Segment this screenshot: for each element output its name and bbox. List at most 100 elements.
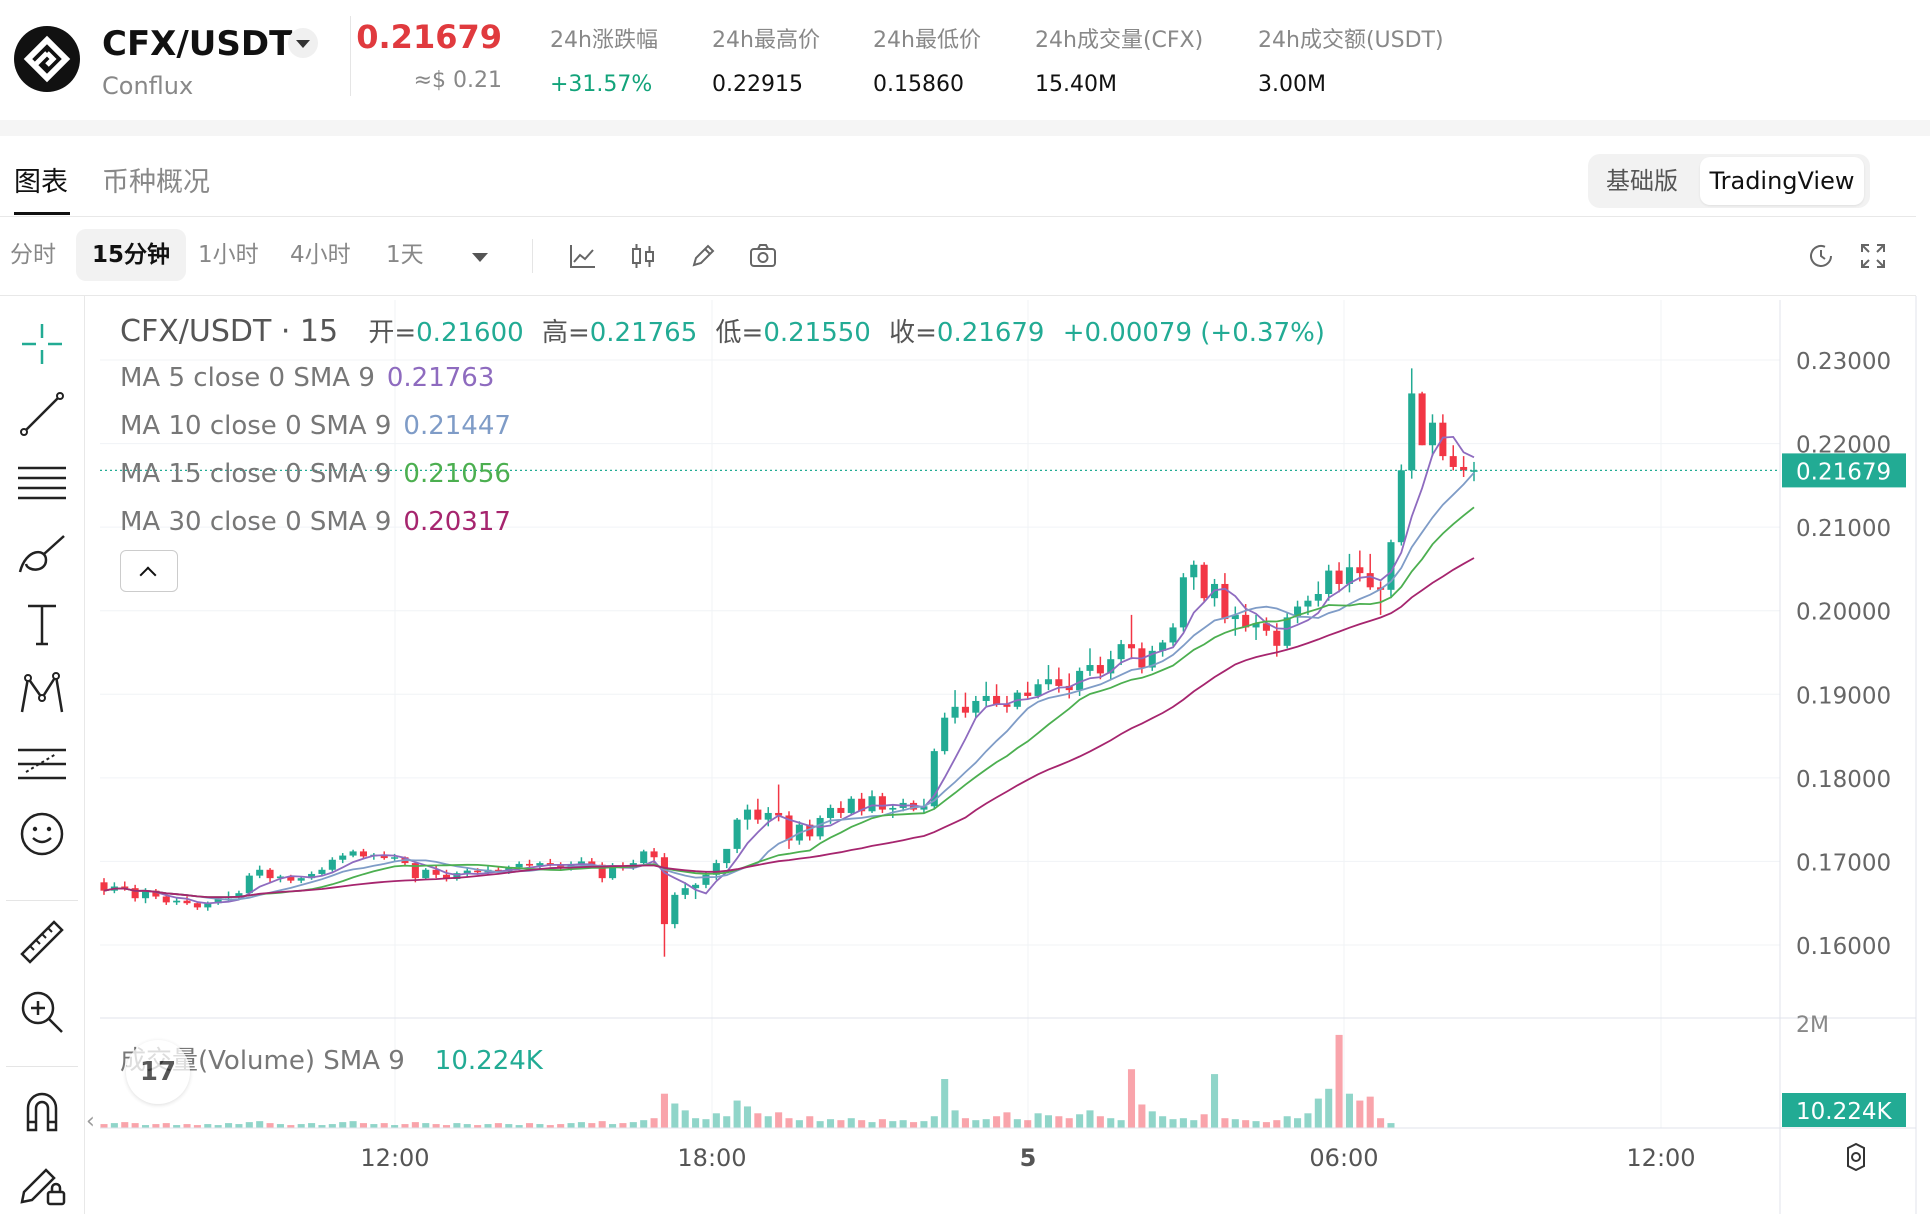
brush-icon[interactable] bbox=[16, 528, 68, 580]
trend-line-icon[interactable] bbox=[16, 388, 68, 440]
volume-bar bbox=[868, 1122, 876, 1128]
volume-bar bbox=[349, 1121, 357, 1128]
candle-body bbox=[743, 809, 752, 820]
scroll-left-chevron-icon[interactable]: ‹ bbox=[86, 1109, 95, 1134]
volume-bar bbox=[110, 1123, 118, 1128]
time-tick-label: 12:00 bbox=[1626, 1144, 1695, 1172]
stat-24h-change: 24h涨跌幅 +31.57% bbox=[550, 22, 658, 97]
volume-bar bbox=[1294, 1118, 1302, 1128]
price-tick-label: 0.16000 bbox=[1796, 934, 1891, 960]
volume-bar bbox=[1024, 1120, 1032, 1128]
volume-bar bbox=[1211, 1074, 1219, 1128]
stat-24h-turnover: 24h成交额(USDT) 3.00M bbox=[1258, 22, 1444, 97]
symbol-dropdown-chevron-icon[interactable] bbox=[288, 28, 318, 58]
volume-bar bbox=[930, 1116, 938, 1128]
volume-bar bbox=[505, 1124, 513, 1128]
coin-name: Conflux bbox=[102, 72, 194, 100]
interval-timeshare[interactable]: 分时 bbox=[10, 242, 56, 268]
volume-bar bbox=[1127, 1069, 1136, 1128]
volume-bar bbox=[993, 1116, 1001, 1128]
candle-body bbox=[1325, 570, 1333, 594]
volume-bar bbox=[785, 1118, 793, 1128]
stat-value: 0.22915 bbox=[712, 72, 803, 97]
fullscreen-icon[interactable] bbox=[1858, 241, 1888, 271]
volume-bar bbox=[515, 1125, 523, 1128]
view-tradingview-button[interactable]: TradingView bbox=[1700, 157, 1864, 205]
chart-type-line-icon[interactable] bbox=[568, 241, 598, 271]
emoji-icon[interactable] bbox=[16, 808, 68, 860]
interval-15m[interactable]: 15分钟 bbox=[76, 229, 187, 281]
volume-bar bbox=[214, 1125, 222, 1128]
time-tick-label: 5 bbox=[1020, 1144, 1037, 1172]
ma30-legend[interactable]: MA 30 close 0 SMA 9 0.20317 bbox=[120, 507, 511, 537]
horizontal-lines-icon[interactable] bbox=[16, 458, 68, 510]
more-intervals-chevron-icon[interactable] bbox=[472, 253, 488, 262]
refresh-history-icon[interactable] bbox=[1806, 241, 1836, 271]
interval-4h[interactable]: 4小时 bbox=[290, 242, 351, 268]
candle-body bbox=[1096, 665, 1104, 674]
candle-body bbox=[121, 886, 129, 889]
candle-body bbox=[961, 706, 969, 713]
volume-bar bbox=[878, 1119, 886, 1128]
volume-bar bbox=[453, 1123, 461, 1128]
ruler-icon[interactable] bbox=[16, 916, 68, 968]
zoom-in-icon[interactable] bbox=[16, 986, 68, 1038]
ma-line bbox=[103, 557, 1475, 899]
volume-bar bbox=[567, 1123, 575, 1128]
pattern-tool-icon[interactable] bbox=[16, 668, 68, 720]
ma15-legend[interactable]: MA 15 close 0 SMA 9 0.21056 bbox=[120, 459, 511, 489]
volume-bar bbox=[162, 1123, 170, 1128]
chart-type-candle-icon[interactable] bbox=[628, 241, 658, 271]
candle-body bbox=[1148, 650, 1156, 668]
camera-icon[interactable] bbox=[748, 241, 778, 271]
tradingview-logo[interactable]: 17 bbox=[126, 1040, 190, 1104]
lock-drawings-icon[interactable] bbox=[16, 1158, 68, 1210]
volume-bar bbox=[463, 1124, 471, 1128]
crosshair-icon[interactable] bbox=[16, 318, 68, 370]
candle-body bbox=[889, 807, 897, 810]
candle-body bbox=[754, 809, 762, 820]
symbol-title[interactable]: CFX/USDT bbox=[102, 24, 293, 64]
tab-coin-overview[interactable]: 币种概况 bbox=[102, 167, 210, 198]
tools-divider bbox=[6, 1066, 78, 1067]
volume-bar bbox=[1096, 1116, 1104, 1128]
volume-bar bbox=[982, 1119, 990, 1128]
candle-body bbox=[910, 802, 918, 810]
ma-line bbox=[103, 435, 1475, 905]
volume-bar bbox=[1076, 1114, 1084, 1128]
volume-bar bbox=[432, 1124, 440, 1128]
volume-bar bbox=[235, 1124, 243, 1128]
magnet-icon[interactable] bbox=[16, 1086, 68, 1138]
candle-body bbox=[1034, 684, 1042, 696]
candle-body bbox=[152, 890, 160, 897]
tab-chart[interactable]: 图表 bbox=[14, 167, 68, 198]
volume-bar bbox=[1200, 1114, 1208, 1128]
stat-value: +31.57% bbox=[550, 72, 653, 97]
volume-bar bbox=[660, 1093, 668, 1128]
stat-label: 24h成交额(USDT) bbox=[1258, 28, 1444, 53]
ma-value: 0.21763 bbox=[386, 363, 495, 393]
candle-body bbox=[1065, 685, 1073, 691]
price-tick-label: 0.18000 bbox=[1796, 767, 1891, 793]
ma5-legend[interactable]: MA 5 close 0 SMA 9 0.21763 bbox=[120, 363, 494, 393]
volume-bar bbox=[308, 1123, 316, 1128]
volume-bar bbox=[1179, 1118, 1187, 1128]
volume-bar bbox=[442, 1125, 451, 1128]
view-basic-button[interactable]: 基础版 bbox=[1606, 167, 1678, 195]
price-tick-label: 0.23000 bbox=[1796, 349, 1891, 375]
candle-body bbox=[650, 851, 658, 858]
pencil-icon[interactable] bbox=[688, 241, 718, 271]
candle-body bbox=[1418, 393, 1426, 446]
interval-1h[interactable]: 1小时 bbox=[198, 242, 259, 268]
prediction-tool-icon[interactable] bbox=[16, 738, 68, 790]
candle-body bbox=[463, 870, 471, 874]
interval-1d[interactable]: 1天 bbox=[386, 242, 424, 268]
candle-body bbox=[1127, 644, 1136, 649]
collapse-legend-chevron-up-icon[interactable] bbox=[120, 550, 178, 592]
text-tool-icon[interactable] bbox=[16, 598, 68, 650]
volume-bar bbox=[619, 1123, 627, 1128]
ma10-legend[interactable]: MA 10 close 0 SMA 9 0.21447 bbox=[120, 411, 511, 441]
chart-settings-gear-icon[interactable] bbox=[1847, 1142, 1865, 1172]
candle-body bbox=[588, 861, 596, 865]
